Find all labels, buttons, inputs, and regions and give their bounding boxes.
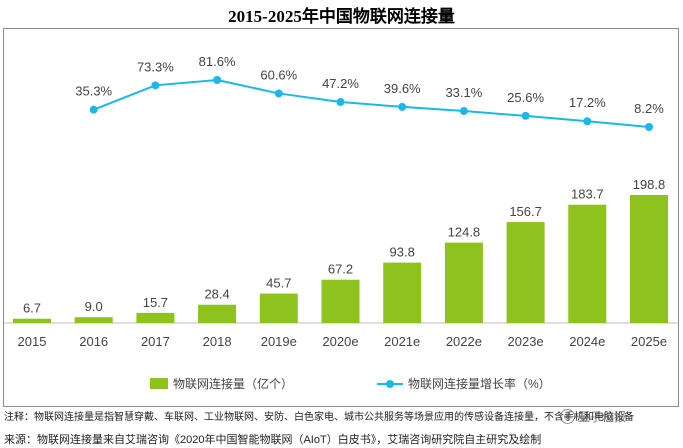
bar-label-2018: 28.4	[204, 287, 229, 302]
x-tick-2018: 2018	[203, 334, 232, 349]
bar-label-2016: 9.0	[85, 299, 103, 314]
footnote: 注释：物联网连接量是指智慧穿戴、车联网、工业物联网、安防、白色家电、城市公共服务…	[4, 412, 634, 423]
line-point-2016	[89, 105, 98, 114]
line-label-2023e: 25.6%	[507, 90, 544, 105]
line-point-2018	[213, 76, 222, 84]
x-tick-2020e: 2020e	[322, 334, 358, 349]
bar-2022e	[444, 242, 483, 323]
watermark: ◉ 量子位报	[560, 406, 678, 426]
x-tick-2024e: 2024e	[569, 334, 605, 349]
bar-2017	[136, 312, 175, 323]
bar-2016	[74, 317, 113, 323]
chart-title: 2015-2025年中国物联网连接量	[228, 7, 455, 26]
x-tick-2016: 2016	[79, 334, 108, 349]
line-point-2023e	[521, 111, 530, 120]
bar-2018	[198, 304, 237, 323]
bar-2025e	[630, 195, 668, 323]
line-label-2025e: 8.2%	[634, 101, 664, 116]
source-note: 来源：物联网连接量来自艾瑞咨询《2020年中国智能物联网（AIoT）白皮书》，艾…	[4, 434, 542, 446]
x-tick-2025e: 2025e	[631, 334, 667, 349]
x-tick-2023e: 2023e	[508, 334, 544, 349]
bar-label-2022e: 124.8	[448, 225, 481, 240]
x-tick-2022e: 2022e	[446, 334, 482, 349]
bar-label-2021e: 93.8	[390, 245, 415, 260]
line-point-2019e	[274, 89, 283, 98]
bar-label-2024e: 183.7	[571, 187, 604, 202]
bar-2021e	[383, 262, 422, 323]
legend-line-marker	[386, 380, 394, 388]
bar-2015	[13, 318, 51, 323]
bar-label-2015: 6.7	[23, 301, 41, 316]
line-label-2019e: 60.6%	[260, 67, 297, 82]
line-point-2024e	[583, 117, 592, 126]
line-point-2022e	[459, 107, 468, 116]
line-label-2018: 81.6%	[199, 54, 236, 69]
legend-bar-label: 物联网连接量（亿个）	[173, 376, 293, 391]
chart-frame: 6.7 9.0 15.7 28.4 45.7 67.2 93.8 124.8 156.7 183.…	[3, 28, 679, 407]
wechat-icon: ◉	[560, 408, 575, 424]
line-label-2022e: 33.1%	[445, 85, 482, 100]
line-label-2017: 73.3%	[137, 59, 174, 74]
watermark-text: 量子位报	[578, 409, 627, 424]
line-point-2020e	[336, 98, 345, 107]
bar-2020e	[321, 279, 360, 323]
combo-chart: 6.7 9.0 15.7 28.4 45.7 67.2 93.8 124.8 156.7 183.…	[4, 54, 678, 391]
bar-label-2017: 15.7	[143, 295, 168, 310]
bar-2024e	[568, 204, 607, 323]
line-label-2020e: 47.2%	[322, 76, 359, 91]
line-point-2017	[151, 81, 160, 90]
bar-label-2023e: 156.7	[509, 204, 542, 219]
line-point-2021e	[398, 102, 407, 111]
line-label-2016: 35.3%	[75, 84, 112, 99]
bar-label-2019e: 45.7	[266, 276, 291, 291]
legend-line-label: 物联网连接量增长率（%）	[408, 376, 551, 391]
legend-bar-swatch	[150, 378, 168, 389]
line-label-2024e: 17.2%	[569, 95, 606, 110]
bar-2019e	[259, 293, 298, 323]
bar-label-2020e: 67.2	[328, 262, 353, 277]
x-tick-2019e: 2019e	[261, 334, 297, 349]
line-point-2025e	[645, 123, 653, 131]
x-tick-2021e: 2021e	[384, 334, 420, 349]
bar-2023e	[506, 222, 545, 323]
x-tick-2015: 2015	[18, 334, 47, 349]
line-label-2021e: 39.6%	[384, 81, 421, 96]
bar-label-2025e: 198.8	[633, 177, 666, 192]
growth-rate-line	[93, 78, 650, 128]
x-tick-2017: 2017	[141, 334, 170, 349]
